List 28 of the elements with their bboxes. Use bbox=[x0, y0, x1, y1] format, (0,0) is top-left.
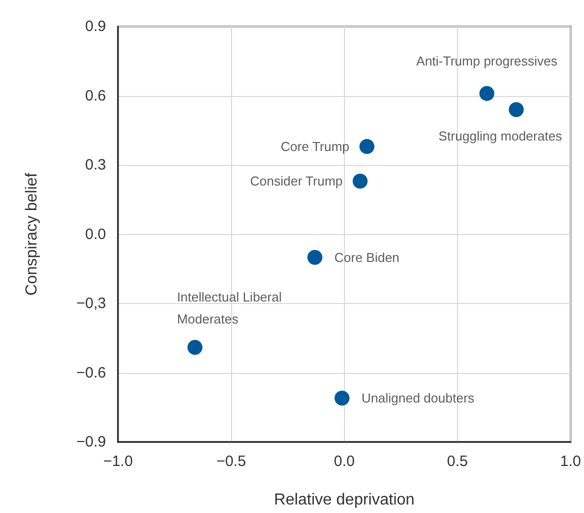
annotation: Anti-Trump progressives bbox=[416, 53, 558, 68]
annotation: Core Biden bbox=[334, 250, 400, 265]
x-axis-title: Relative deprivation bbox=[274, 492, 415, 508]
annotation: Unaligned doubters bbox=[362, 390, 475, 406]
y-tick-label: 0.0 bbox=[85, 226, 106, 243]
y-tick-label: 0.6 bbox=[85, 87, 106, 104]
y-tick-label: −0.6 bbox=[76, 364, 106, 382]
x-tick-label: −0.5 bbox=[216, 453, 246, 470]
annotation: Struggling moderates bbox=[438, 128, 563, 144]
point bbox=[352, 174, 368, 189]
annotation: Intellectual Liberal Moderates bbox=[176, 289, 282, 326]
x-tick-label: −1.0 bbox=[103, 453, 133, 470]
annotation: Consider Trump bbox=[250, 174, 343, 189]
x-tick-label: 0.5 bbox=[447, 453, 468, 470]
y-tick-label: 0.9 bbox=[85, 18, 106, 35]
annotation: Core Trump bbox=[280, 139, 350, 154]
y-tick-label: −0,3 bbox=[76, 295, 106, 312]
point bbox=[359, 139, 374, 154]
x-tick-label: 1.0 bbox=[560, 453, 582, 470]
point bbox=[307, 250, 322, 265]
point bbox=[479, 86, 494, 101]
point bbox=[187, 340, 202, 355]
point bbox=[334, 390, 350, 406]
y-tick-label: −0.9 bbox=[76, 434, 106, 450]
y-tick-label: 0.3 bbox=[85, 156, 106, 174]
y-axis-title: Conspiracy belief bbox=[24, 172, 40, 296]
x-tick-label: 0.0 bbox=[334, 453, 355, 470]
point bbox=[508, 102, 524, 118]
